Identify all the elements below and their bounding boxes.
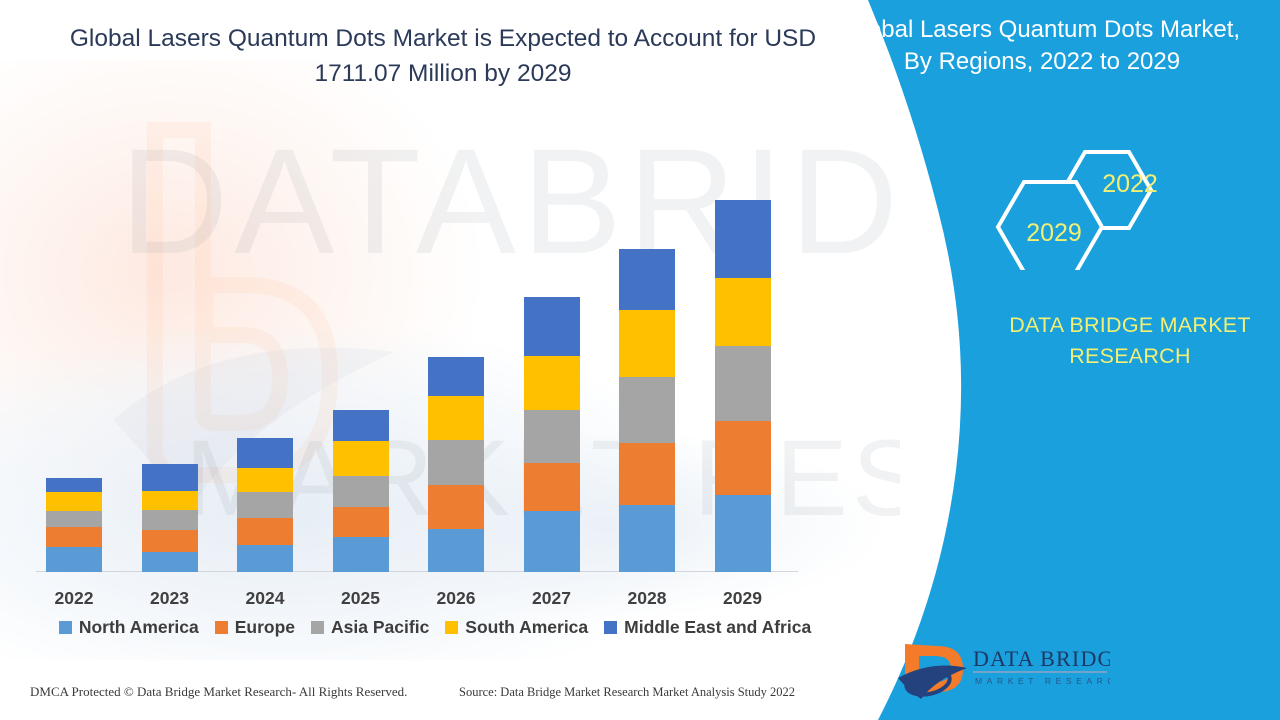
bar-segment — [714, 277, 771, 347]
x-axis-label: 2027 — [532, 588, 571, 608]
chart-x-axis-labels: 2022 2023 2024 2025 2026 2027 2028 2029 — [0, 588, 880, 616]
chart-bars — [46, 0, 771, 572]
bar-segment — [714, 346, 771, 421]
bar-segment — [619, 376, 675, 444]
bar-segment — [523, 356, 580, 410]
bar-segment — [714, 200, 771, 278]
x-axis-label: 2023 — [150, 588, 189, 608]
bar-segment — [46, 547, 102, 572]
bar-segment — [523, 462, 580, 511]
bar-segment — [46, 477, 102, 493]
bar-segment — [237, 492, 293, 518]
legend-label: Asia Pacific — [331, 617, 430, 637]
legend-label: Europe — [234, 617, 296, 637]
bar-segment — [428, 396, 484, 441]
legend-item[interactable]: Europe — [214, 617, 296, 638]
bar-segment — [141, 530, 198, 552]
bar-column — [237, 0, 293, 572]
bar-segment — [332, 506, 389, 538]
legend-label: Middle East and Africa — [624, 617, 812, 637]
bar-segment — [332, 409, 389, 442]
footer-source-note: Source: Data Bridge Market Research Mark… — [459, 685, 796, 699]
bar-segment — [46, 527, 102, 548]
bar-column — [428, 0, 484, 572]
hexagon-2029-shape — [995, 180, 1105, 270]
bar-segment — [619, 310, 675, 377]
x-axis-label: 2026 — [436, 588, 476, 608]
chart-legend: North America Europe Asia Pacific South Ame… — [0, 617, 870, 638]
bar-segment — [428, 440, 484, 486]
bar-segment — [332, 475, 389, 507]
legend-swatch — [311, 621, 325, 634]
legend-swatch — [58, 621, 72, 634]
legend-item[interactable]: Asia Pacific — [311, 617, 429, 638]
bar-segment — [523, 297, 580, 357]
bar-segment — [141, 491, 198, 510]
bar-segment — [237, 545, 293, 572]
hexagon-2029-label: 2029 — [1026, 219, 1082, 247]
bar-segment — [619, 504, 675, 572]
legend-item[interactable]: North America — [58, 617, 199, 638]
legend-item[interactable]: South America — [445, 617, 588, 638]
bar-segment — [46, 510, 102, 527]
bar-segment — [523, 510, 580, 572]
bar-segment — [332, 537, 389, 572]
bar-column — [46, 0, 102, 572]
data-bridge-logo: DATA BRIDGE MARKET RESEARCH — [895, 638, 1110, 700]
brand-name: DATA BRIDGE MARKET RESEARCH — [1009, 313, 1251, 368]
bar-column — [619, 0, 675, 572]
bar-column — [523, 0, 580, 572]
logo-tagline: MARKET RESEARCH — [975, 676, 1110, 686]
bar-segment — [141, 551, 198, 572]
bar-column — [141, 0, 198, 572]
bar-segment — [428, 529, 484, 572]
legend-swatch — [214, 621, 228, 634]
x-axis-label: 2024 — [245, 588, 285, 608]
bar-segment — [714, 495, 771, 572]
bar-segment — [237, 438, 293, 468]
legend-swatch — [604, 621, 618, 634]
bar-segment — [714, 420, 771, 496]
bar-segment — [619, 443, 675, 505]
footer-dmca-notice: DMCA Protected © Data Bridge Market Rese… — [30, 684, 408, 699]
bar-column — [332, 0, 389, 572]
bar-segment — [46, 492, 102, 511]
logo-b-mark-icon — [898, 644, 967, 699]
logo-wordmark: DATA BRIDGE — [973, 646, 1110, 671]
bar-segment — [332, 441, 389, 476]
x-axis-label: 2022 — [54, 588, 94, 608]
legend-label: North America — [78, 617, 199, 637]
hexagon-badges — [988, 140, 1188, 270]
bar-segment — [141, 509, 198, 531]
bar-column — [714, 0, 771, 572]
page-title: Global Lasers Quantum Dots Market is Exp… — [69, 25, 817, 87]
bar-segment — [141, 463, 198, 492]
bar-segment — [428, 357, 484, 397]
legend-item[interactable]: Middle East and Africa — [604, 617, 811, 638]
bar-segment — [237, 517, 293, 546]
x-axis-label: 2029 — [723, 588, 762, 608]
legend-swatch — [445, 621, 459, 634]
chart-axis-line — [36, 571, 798, 572]
bar-segment — [428, 485, 484, 530]
panel-title: Global Lasers Quantum Dots Market, By Re… — [843, 16, 1241, 76]
x-axis-label: 2028 — [627, 588, 667, 608]
chart: 2022 2023 2024 2025 2026 2027 2028 2029 — [0, 0, 880, 616]
x-axis-label: 2025 — [341, 588, 380, 608]
hexagon-2022-label: 2022 — [1102, 170, 1158, 198]
legend-label: South America — [465, 617, 589, 637]
bar-segment — [619, 249, 675, 311]
bar-segment — [237, 467, 293, 493]
bar-segment — [523, 409, 580, 463]
